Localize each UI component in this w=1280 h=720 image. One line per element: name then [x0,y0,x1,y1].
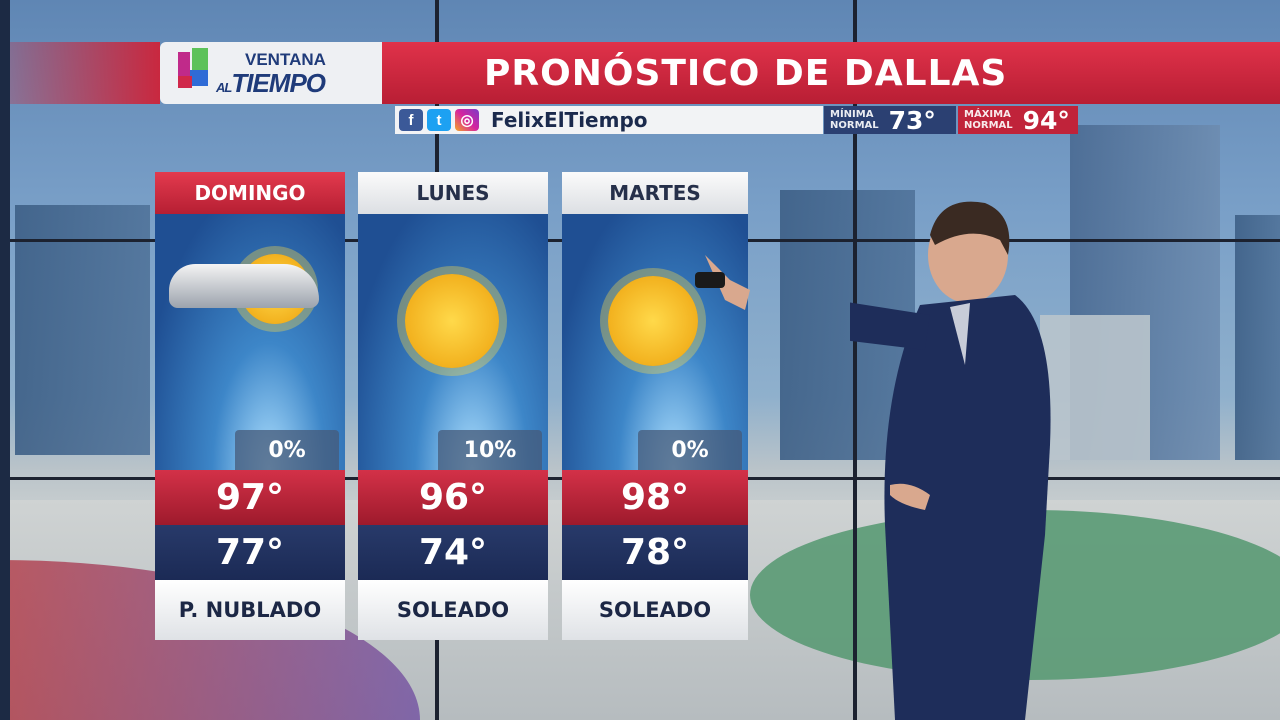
day-label: LUNES [358,172,548,214]
title-banner: PRONÓSTICO DE DALLAS [382,42,1280,104]
precip-chance: 10% [438,430,542,470]
condition: SOLEADO [358,580,548,640]
presenter-hand-clicker [695,255,750,310]
weather-image: 10% [358,214,548,470]
building [1235,215,1280,460]
sun-icon [608,276,698,366]
max-value: 94° [1022,105,1070,135]
condition: P. NUBLADO [155,580,345,640]
high-temp: 97° [155,470,345,525]
condition: SOLEADO [562,580,748,640]
min-label: NORMAL [830,120,879,131]
building [1040,315,1150,460]
forecast-card-0: DOMINGO 0% 97° 77° P. NUBLADO [155,172,345,640]
univision-logo [178,48,208,88]
forecast-card-2: MARTES 0% 98° 78° SOLEADO [562,172,748,640]
cloud-icon [169,264,319,308]
sun-icon [405,274,499,368]
normal-max: MÁXIMA NORMAL 94° [958,105,1078,135]
instagram-icon: ◎ [455,109,479,131]
screen-frame [0,0,10,720]
social-bar: f t ◎ FelixElTiempo [395,106,823,134]
max-label: MÁXIMA [964,109,1011,120]
twitter-icon: t [427,109,451,131]
forecast-card-1: LUNES 10% 96° 74° SOLEADO [358,172,548,640]
min-label: MÍNIMA [830,109,874,120]
max-label: NORMAL [964,120,1013,131]
high-temp: 98° [562,470,748,525]
low-temp: 77° [155,525,345,580]
precip-chance: 0% [638,430,742,470]
building [15,205,150,455]
precip-chance: 0% [235,430,339,470]
logo-al: AL [216,80,232,95]
logo-tiempo: TIEMPO [231,68,326,98]
banner-accent [10,42,160,104]
low-temp: 74° [358,525,548,580]
high-temp: 96° [358,470,548,525]
show-logo: VENTANA ALTIEMPO [160,42,382,104]
logo-text: VENTANA [245,50,326,69]
low-temp: 78° [562,525,748,580]
presenter [850,201,1051,720]
facebook-icon: f [399,109,423,131]
screen-divider [853,0,857,720]
normal-min: MÍNIMA NORMAL 73° [824,105,956,135]
day-label: DOMINGO [155,172,345,214]
social-handle: FelixElTiempo [491,108,648,132]
day-label: MARTES [562,172,748,214]
logo-text: ALTIEMPO [216,68,326,99]
min-value: 73° [888,105,936,135]
weather-image: 0% [155,214,345,470]
weather-image: 0% [562,214,748,470]
page-title: PRONÓSTICO DE DALLAS [484,52,1008,94]
